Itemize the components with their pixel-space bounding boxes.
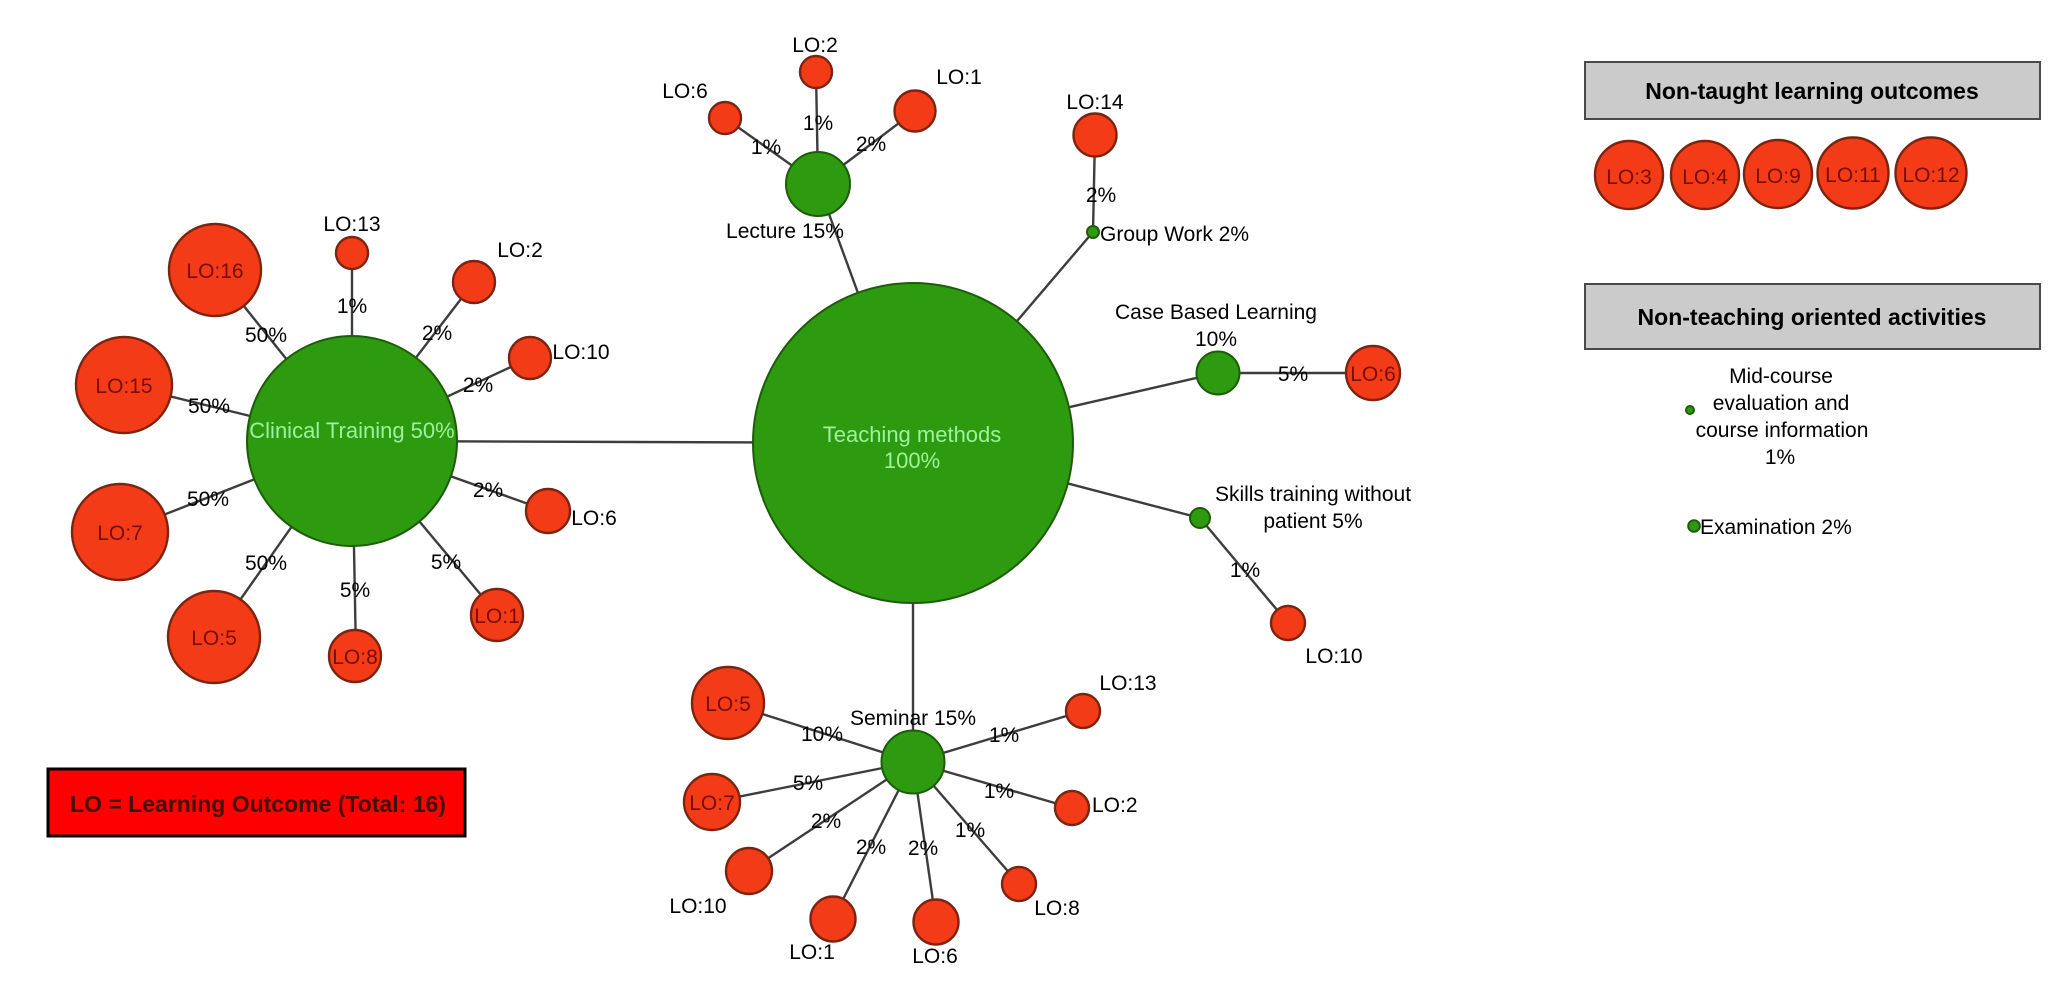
svg-text:LO:15: LO:15: [95, 375, 152, 398]
svg-text:LO:10: LO:10: [1305, 645, 1362, 668]
svg-text:2%: 2%: [856, 133, 886, 156]
svg-text:2%: 2%: [811, 810, 841, 833]
svg-text:Group Work 2%: Group Work 2%: [1100, 223, 1249, 246]
svg-text:5%: 5%: [1278, 363, 1308, 386]
svg-text:Non-teaching oriented activiti: Non-teaching oriented activities: [1638, 304, 1987, 330]
svg-text:LO:8: LO:8: [332, 646, 378, 669]
svg-text:LO:2: LO:2: [792, 34, 838, 57]
svg-text:Teaching methods: Teaching methods: [823, 422, 1002, 447]
svg-text:LO:2: LO:2: [1092, 794, 1138, 817]
svg-text:Examination 2%: Examination 2%: [1700, 516, 1852, 539]
svg-text:LO:10: LO:10: [552, 341, 609, 364]
svg-text:Mid-course: Mid-course: [1729, 365, 1833, 388]
svg-text:LO:13: LO:13: [323, 213, 380, 236]
svg-text:patient 5%: patient 5%: [1263, 510, 1362, 533]
svg-text:5%: 5%: [340, 579, 370, 602]
svg-text:50%: 50%: [187, 488, 229, 511]
svg-text:LO:6: LO:6: [1350, 363, 1396, 386]
svg-text:LO:11: LO:11: [1825, 164, 1881, 187]
svg-text:LO:3: LO:3: [1606, 166, 1652, 189]
svg-text:Clinical Training 50%: Clinical Training 50%: [249, 418, 454, 443]
svg-text:1%: 1%: [751, 136, 781, 159]
svg-text:2%: 2%: [856, 836, 886, 859]
svg-text:Skills training without: Skills training without: [1215, 483, 1411, 506]
svg-text:1%: 1%: [955, 819, 985, 842]
svg-text:LO:13: LO:13: [1099, 672, 1156, 695]
svg-text:LO:1: LO:1: [936, 66, 982, 89]
svg-text:evaluation and: evaluation and: [1713, 392, 1850, 415]
svg-text:course information: course information: [1696, 419, 1869, 442]
svg-text:LO:6: LO:6: [662, 80, 708, 103]
svg-text:Seminar 15%: Seminar 15%: [850, 707, 976, 730]
svg-text:1%: 1%: [337, 295, 367, 318]
svg-text:LO:4: LO:4: [1682, 166, 1728, 189]
svg-text:LO:8: LO:8: [1034, 897, 1080, 920]
svg-text:1%: 1%: [984, 780, 1014, 803]
svg-text:2%: 2%: [1086, 184, 1116, 207]
svg-text:LO:1: LO:1: [789, 941, 835, 964]
svg-text:2%: 2%: [422, 322, 452, 345]
svg-text:LO:14: LO:14: [1066, 91, 1124, 114]
svg-text:LO:6: LO:6: [571, 507, 617, 530]
svg-text:1%: 1%: [1230, 559, 1260, 582]
svg-text:Lecture 15%: Lecture 15%: [726, 220, 844, 243]
svg-text:50%: 50%: [188, 395, 230, 418]
svg-text:50%: 50%: [245, 324, 287, 347]
svg-text:2%: 2%: [908, 837, 938, 860]
svg-text:5%: 5%: [431, 551, 461, 574]
svg-text:2%: 2%: [463, 374, 493, 397]
svg-text:LO:6: LO:6: [912, 945, 958, 968]
svg-text:100%: 100%: [884, 448, 940, 473]
svg-text:2%: 2%: [473, 479, 503, 502]
svg-text:LO:12: LO:12: [1902, 164, 1959, 187]
svg-text:LO:7: LO:7: [97, 522, 143, 545]
svg-text:10%: 10%: [1195, 328, 1237, 351]
svg-text:LO:10: LO:10: [669, 895, 726, 918]
svg-text:1%: 1%: [989, 724, 1019, 747]
svg-text:Non-taught learning outcomes: Non-taught learning outcomes: [1645, 78, 1979, 104]
svg-text:50%: 50%: [245, 552, 287, 575]
svg-text:LO:1: LO:1: [474, 605, 520, 628]
svg-text:1%: 1%: [803, 112, 833, 135]
svg-text:LO:5: LO:5: [191, 627, 237, 650]
svg-text:LO:7: LO:7: [689, 792, 735, 815]
svg-text:LO = Learning Outcome (Total:: LO = Learning Outcome (Total: 16): [70, 791, 446, 817]
svg-text:5%: 5%: [793, 772, 823, 795]
svg-text:LO:9: LO:9: [1755, 165, 1801, 188]
svg-text:Case Based Learning: Case Based Learning: [1115, 301, 1317, 324]
svg-text:LO:16: LO:16: [186, 260, 243, 283]
svg-text:LO:2: LO:2: [497, 239, 543, 262]
svg-text:10%: 10%: [801, 723, 843, 746]
svg-text:1%: 1%: [1765, 446, 1795, 469]
svg-text:LO:5: LO:5: [705, 693, 751, 716]
